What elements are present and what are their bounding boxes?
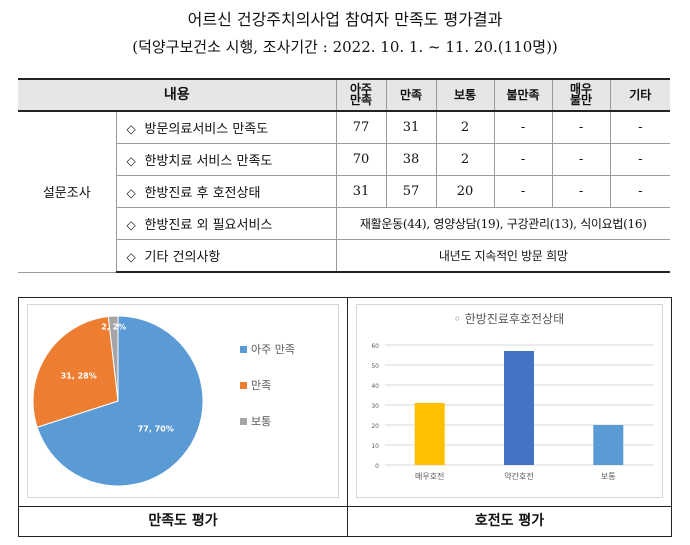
table-row: ◇ 한방치료 서비스 만족도 70 38 2 - - - — [18, 143, 671, 176]
cell-dissatisfied: - — [493, 175, 553, 208]
cell-very-dissatisfied: - — [551, 110, 611, 144]
improvement-chart-panel: ◦ 한방진료후호전상태 0 10 20 30 40 50 60 매우호전 약간호전 보통 호전도 평… — [347, 297, 672, 537]
pie-slice-1 — [32, 315, 119, 428]
header-very-dissatisfied: 매우 불만 — [551, 78, 611, 112]
table-row: ◇ 한방진료 외 필요서비스 재활운동(44), 영양상담(19), 구강관리(1… — [18, 207, 671, 240]
y-tick-label: 50 — [371, 363, 379, 370]
table-row: ◇ 한방진료 후 호전상태 31 57 20 - - - — [18, 175, 671, 208]
header-very-satisfied: 아주 만족 — [335, 78, 387, 112]
diamond-bullet-icon: ◇ — [126, 186, 136, 200]
row-item-label: 한방치료 서비스 만족도 — [144, 154, 273, 169]
diamond-bullet-icon: ◇ — [126, 122, 136, 136]
header-other: 기타 — [609, 78, 671, 112]
row-item-label: 기타 건의사항 — [144, 250, 221, 265]
suggestions-cell: 내년도 지속적인 방문 희망 — [335, 239, 671, 273]
y-tick-label: 40 — [371, 383, 379, 390]
legend-swatch-2 — [240, 418, 247, 425]
header-very-dissatisfied-label: 매우 불만 — [569, 82, 593, 107]
needed-services-cell: 재활운동(44), 영양상담(19), 구강관리(13), 식이요법(16) — [335, 207, 671, 240]
header-very-satisfied-label: 아주 만족 — [349, 82, 373, 107]
pie-data-label-1: 31, 28% — [61, 372, 97, 381]
bar-1 — [504, 351, 534, 465]
cell-other: - — [609, 110, 671, 144]
bar-chart-area: ◦ 한방진료후호전상태 0 10 20 30 40 50 60 매우호전 약간호전 보통 — [348, 298, 671, 507]
results-table: 내용 아주 만족 만족 보통 불만족 매우 불만 기타 설문조사 ◇ 방문의료서비… — [18, 78, 671, 273]
legend-label-1: 만족 — [251, 379, 271, 392]
row-item: ◇ 한방치료 서비스 만족도 — [115, 143, 337, 176]
cell-very-satisfied: 77 — [335, 110, 387, 144]
cell-very-dissatisfied: - — [551, 143, 611, 176]
cell-other: - — [609, 175, 671, 208]
cell-dissatisfied: - — [493, 143, 553, 176]
y-tick-label: 0 — [375, 463, 379, 470]
cell-very-satisfied: 70 — [335, 143, 387, 176]
cell-satisfied: 38 — [385, 143, 437, 176]
bar-0 — [414, 403, 445, 465]
improvement-caption: 호전도 평가 — [474, 513, 545, 529]
header-normal: 보통 — [435, 78, 495, 112]
diamond-bullet-icon: ◇ — [126, 154, 136, 168]
cell-satisfied: 31 — [385, 110, 437, 144]
legend-label-2: 보통 — [251, 415, 271, 428]
pie-data-label-0: 77, 70% — [138, 425, 174, 434]
x-tick-label: 보통 — [601, 472, 616, 481]
satisfaction-caption: 만족도 평가 — [148, 513, 218, 529]
page-subtitle: (덕양구보건소 시행, 조사기간 : 2022. 10. 1. ~ 11. 20… — [132, 38, 558, 56]
bar-chart-frame: ◦ 한방진료후호전상태 0 10 20 30 40 50 60 매우호전 약간호전 보통 — [356, 304, 663, 498]
row-item: ◇ 기타 건의사항 — [115, 239, 337, 273]
row-item: ◇ 한방진료 후 호전상태 — [115, 175, 337, 208]
legend-swatch-0 — [240, 346, 247, 353]
header-dissatisfied: 불만족 — [493, 78, 553, 112]
legend-label-0: 아주 만족 — [251, 343, 295, 356]
row-item: ◇ 방문의료서비스 만족도 — [115, 110, 337, 144]
cell-other: - — [609, 143, 671, 176]
cell-normal: 2 — [435, 110, 495, 144]
table-header-row: 내용 아주 만족 만족 보통 불만족 매우 불만 기타 — [18, 78, 671, 112]
page-title: 어르신 건강주치의사업 참여자 만족도 평가결과 — [187, 10, 503, 29]
y-tick-label: 20 — [371, 423, 379, 430]
legend-swatch-1 — [240, 382, 247, 389]
y-tick-label: 30 — [371, 403, 379, 410]
cell-normal: 20 — [435, 175, 495, 208]
pie-slice-2 — [107, 315, 119, 402]
bar-chart: ◦ 한방진료후호전상태 0 10 20 30 40 50 60 매우호전 약간호전 보통 — [371, 312, 653, 481]
row-item: ◇ 한방진료 외 필요서비스 — [115, 207, 337, 240]
header-content: 내용 — [18, 78, 337, 112]
bar-chart-title: ◦ 한방진료후호전상태 — [454, 312, 564, 326]
category-cell: 설문조사 — [18, 110, 117, 273]
header-satisfied: 만족 — [385, 78, 437, 112]
diamond-bullet-icon: ◇ — [126, 250, 136, 264]
row-item-label: 한방진료 후 호전상태 — [144, 186, 261, 201]
y-tick-label: 60 — [371, 343, 379, 350]
table-row: 설문조사 ◇ 방문의료서비스 만족도 77 31 2 - - - — [18, 110, 671, 273]
row-item-label: 한방진료 외 필요서비스 — [144, 218, 273, 233]
row-item-label: 방문의료서비스 만족도 — [144, 122, 269, 137]
table-row: ◇ 기타 건의사항 내년도 지속적인 방문 희망 — [18, 239, 671, 273]
diamond-bullet-icon: ◇ — [126, 218, 136, 232]
cell-normal: 2 — [435, 143, 495, 176]
bar-2 — [593, 425, 624, 465]
cell-satisfied: 57 — [385, 175, 437, 208]
pie-data-label-2: 2, 2% — [101, 322, 126, 331]
cell-very-satisfied: 31 — [335, 175, 387, 208]
y-tick-label: 10 — [371, 443, 379, 450]
x-tick-label: 약간호전 — [504, 471, 533, 481]
cell-very-dissatisfied: - — [551, 175, 611, 208]
pie-slice-0 — [36, 315, 204, 487]
cell-dissatisfied: - — [493, 110, 553, 144]
x-tick-label: 매우호전 — [415, 471, 444, 481]
